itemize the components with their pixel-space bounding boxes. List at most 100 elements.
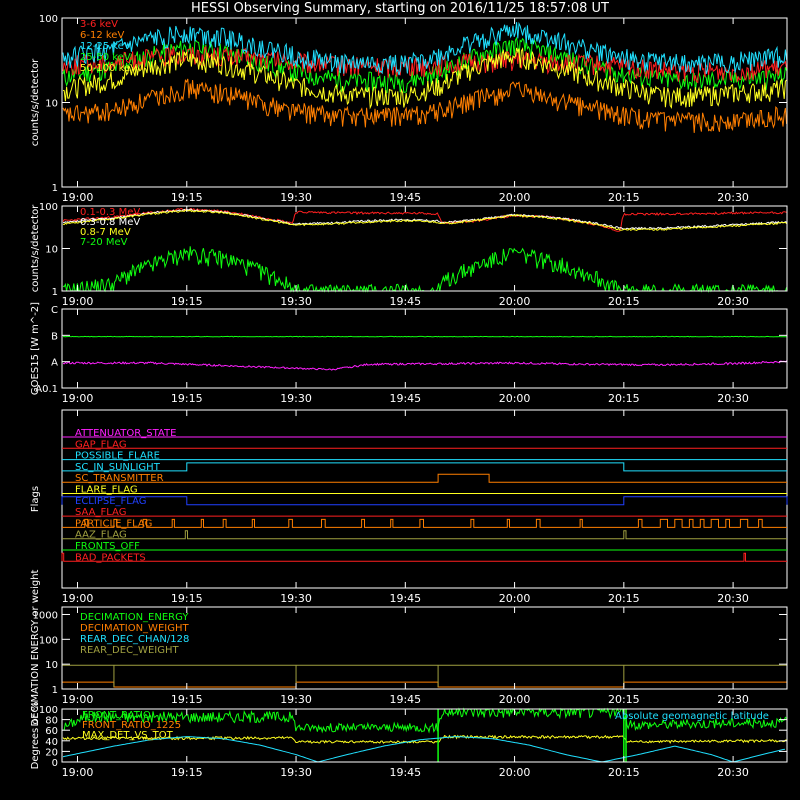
time-tick-label: 19:45 [389,693,421,706]
y-tick-label: 60 [45,726,58,737]
y-tick-label: A [51,358,58,369]
y-tick-label: 10 [45,99,58,110]
panel-1-legend-item: 3-6 keV [80,19,118,30]
flag-label: AAZ_FLAG [75,530,127,541]
panel-1-series-2 [62,21,788,76]
panel-3-series-1 [62,335,787,338]
chart-title: HESSI Observing Summary, starting on 201… [191,1,609,16]
panel-6-legend-item: FRONT_RATIO_1225 [82,720,181,731]
panel-2-series-2 [62,209,787,231]
time-tick-label: 19:00 [62,592,94,605]
time-tick-label: 20:30 [717,191,749,204]
panel-1-ylabel: counts/s/detector [30,58,41,146]
flag-label: ATTENUATOR_STATE [75,428,176,439]
time-tick-label: 19:30 [280,592,312,605]
panel-6-legend-item: FRONT_RATIO [82,710,151,721]
time-tick-label: 19:45 [389,766,421,779]
y-tick-label: A0.1 [35,384,58,395]
y-tick-label: C [51,305,58,316]
panel-1-legend-item: 50-100 keV [80,63,137,74]
time-tick-label: 19:15 [171,592,203,605]
time-tick-label: 20:15 [608,592,640,605]
y-tick-label: 40 [45,737,58,748]
panel-1-frame [61,17,788,188]
flag-line-particle-flag [62,518,787,528]
flag-line-sc-transmitter [62,473,787,483]
panel-5-ylabel: DECIMATION ENERGY or weight [30,569,41,726]
panel-2-legend-item: 0.1-0.3 MeV [80,207,140,218]
time-tick-label: 19:15 [171,392,203,405]
time-tick-label: 19:00 [62,766,94,779]
y-tick-label: 1 [52,287,58,298]
flag-label: ECLIPSE_FLAG [75,496,146,507]
panel-4-ylabel: Flags [30,486,41,512]
panel-6-series-0 [62,707,787,734]
y-tick-label: 1000 [33,610,58,621]
panel-5-legend-item: REAR_DEC_WEIGHT [80,645,179,656]
time-tick-label: 20:00 [499,295,531,308]
y-tick-label: 20 [45,747,58,758]
y-tick-label: B [51,331,58,342]
time-tick-label: 20:00 [499,392,531,405]
time-tick-label: 20:30 [717,392,749,405]
time-tick-label: 19:30 [280,295,312,308]
panel-6-annotation: Absolute geomagnetic latitude [615,711,769,722]
y-tick-label: 80 [45,716,58,727]
time-tick-label: 19:30 [280,693,312,706]
panel-1-legend-item: 6-12 keV [80,30,124,41]
time-tick-label: 20:15 [608,392,640,405]
panel-1-legend-item: 25-50 keV [80,52,131,63]
flag-label: POSSIBLE_FLARE [75,451,160,462]
time-tick-label: 20:00 [499,766,531,779]
flag-label: SAA_FLAG [75,507,126,518]
y-tick-label: 0 [52,758,58,769]
flag-line-sc-in-sunlight [62,462,787,472]
panel-5-legend-item: DECIMATION_WEIGHT [80,623,189,634]
time-tick-label: 20:15 [608,295,640,308]
panel-3-series-0 [62,360,787,371]
time-tick-label: 19:15 [171,295,203,308]
flag-line-aaz-flag [62,530,787,540]
flag-label: BAD_PACKETS [75,552,146,563]
panel-2-series-3 [62,246,788,293]
panel-1-series-4 [62,47,787,110]
flag-line-bad-packets [61,552,787,562]
flag-line-eclipse-flag [61,496,788,506]
panel-2-ylabel: counts/s/detector [30,204,41,292]
time-tick-label: 20:30 [717,766,749,779]
y-tick-label: 100 [39,14,58,25]
panel-5-legend-item: REAR_DEC_CHAN/128 [80,634,189,645]
y-tick-label: 1 [52,685,58,696]
y-tick-label: 1 [52,183,58,194]
panel-2-legend-item: 0.8-7 MeV [80,227,131,238]
flag-label: PARTICLE_FLAG [75,518,152,529]
panel-2-legend-item: 7-20 MeV [80,237,128,248]
panel-6-frame [61,708,788,763]
flag-label: FRONTS_OFF [75,541,140,552]
time-tick-label: 19:00 [62,295,94,308]
time-tick-label: 19:45 [389,191,421,204]
panel-1-series-1 [62,78,788,133]
y-tick-label: 100 [39,202,58,213]
panel-2-frame [61,205,788,292]
panel-6-ylabel: Degrees or % [30,702,41,770]
time-tick-label: 19:00 [62,392,94,405]
time-tick-label: 20:30 [717,592,749,605]
time-tick-label: 20:00 [499,592,531,605]
y-tick-label: 10 [45,245,58,256]
y-tick-label: 100 [39,705,58,716]
panel-6-series-2 [62,734,787,744]
time-tick-label: 19:15 [171,693,203,706]
flag-label: SC_TRANSMITTER [75,473,164,484]
panel-3-ylabel: GOES15 [W m^-2] [30,302,41,395]
y-tick-label: 10 [45,660,58,671]
time-tick-label: 20:30 [717,295,749,308]
flag-label: FLARE_FLAG [75,485,138,496]
time-tick-label: 19:00 [62,191,94,204]
panel-5-series-1 [62,681,787,688]
panel-5-legend-item: DECIMATION_ENERGY [80,612,189,623]
panel-1-legend-item: 12-25 keV [80,41,131,52]
time-tick-label: 19:15 [171,766,203,779]
time-tick-label: 19:30 [280,766,312,779]
